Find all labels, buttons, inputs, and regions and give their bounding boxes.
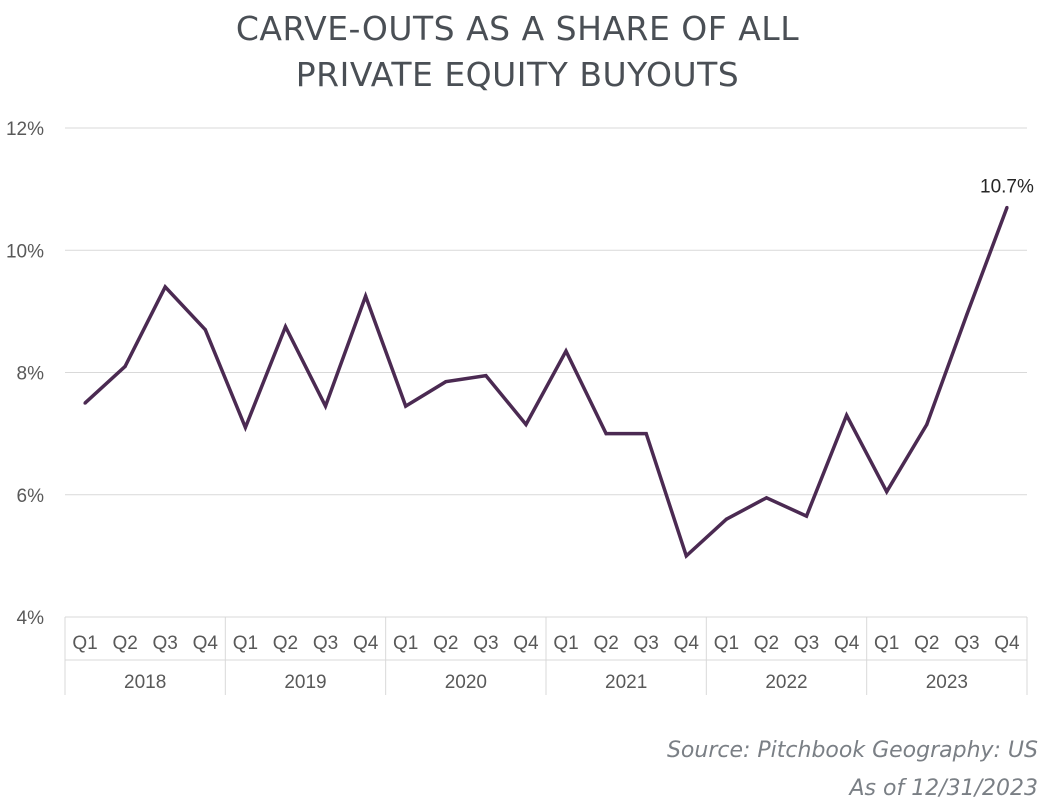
x-tick-label: Q4 <box>834 633 860 654</box>
x-tick-label: Q2 <box>593 633 618 654</box>
data-point <box>323 404 328 408</box>
chart-title: CARVE-OUTS AS A SHARE OF ALL PRIVATE EQU… <box>0 6 1035 98</box>
x-group-label: 2019 <box>284 672 326 693</box>
data-point <box>724 517 728 521</box>
data-point <box>804 514 809 518</box>
y-tick-label: 4% <box>17 608 45 629</box>
y-tick-label: 8% <box>17 364 45 385</box>
x-tick-label: Q2 <box>112 633 137 654</box>
x-tick-label: Q1 <box>72 633 97 654</box>
line-chart: 4% 6% 8% 10% 12% Q1 Q2 Q3 Q4 Q1 Q2 Q3 Q4 Q1 Q2 Q3 Q4 Q1 Q2… <box>6 119 1034 695</box>
x-tick-label: Q1 <box>714 633 739 654</box>
y-tick-label: 12% <box>6 119 44 140</box>
source-line: Source: Pitchbook Geography: US <box>666 738 1038 763</box>
x-group-label: 2023 <box>926 672 968 693</box>
x-group-label: 2022 <box>765 672 807 693</box>
x-tick-label: Q2 <box>914 633 939 654</box>
data-point <box>644 432 648 436</box>
chart-title-line-2: PRIVATE EQUITY BUYOUTS <box>295 55 740 94</box>
x-tick-label: Q1 <box>553 633 578 654</box>
data-point <box>364 294 368 298</box>
x-tick-label: Q4 <box>994 633 1020 654</box>
x-tick-label: Q2 <box>754 633 779 654</box>
data-point <box>203 328 207 332</box>
as-of-date: As of 12/31/2023 <box>849 776 1038 801</box>
data-point <box>404 404 408 408</box>
data-point <box>885 490 889 494</box>
x-tick-label: Q1 <box>393 633 418 654</box>
data-point <box>925 422 929 427</box>
y-tick-label: 10% <box>6 241 44 262</box>
data-point <box>283 325 288 329</box>
data-point <box>83 401 87 405</box>
x-tick-label: Q3 <box>153 633 178 654</box>
x-tick-label: Q4 <box>193 633 219 654</box>
x-tick-label: Q4 <box>513 633 539 654</box>
data-point <box>123 364 127 368</box>
data-label: 10.7% <box>980 176 1034 197</box>
data-point <box>243 425 247 430</box>
x-tick-label: Q4 <box>674 633 700 654</box>
x-tick-label: Q3 <box>313 633 338 654</box>
data-point <box>524 422 528 427</box>
x-tick-label: Q3 <box>954 633 979 654</box>
x-group-label: 2020 <box>445 672 487 693</box>
data-point <box>764 496 769 500</box>
x-tick-label: Q1 <box>874 633 899 654</box>
x-tick-label: Q3 <box>634 633 659 654</box>
chart-title-line-1: CARVE-OUTS AS A SHARE OF ALL <box>235 9 800 48</box>
data-point <box>604 432 608 436</box>
data-point <box>163 285 167 289</box>
y-tick-label: 6% <box>17 486 45 507</box>
x-tick-label: Q2 <box>433 633 458 654</box>
data-point <box>965 312 969 317</box>
x-group-label: 2021 <box>605 672 647 693</box>
data-point <box>845 413 849 417</box>
x-tick-label: Q4 <box>353 633 379 654</box>
data-point <box>484 373 488 378</box>
data-point <box>444 380 448 384</box>
x-group-label: 2018 <box>124 672 166 693</box>
x-tick-label: Q3 <box>473 633 498 654</box>
data-point <box>564 349 568 353</box>
x-tick-label: Q1 <box>233 633 258 654</box>
source-note: Source: Pitchbook Geography: US As of 12… <box>667 732 1038 808</box>
series-line <box>83 206 1009 560</box>
data-point <box>684 554 688 558</box>
x-tick-label: Q2 <box>273 633 298 654</box>
x-tick-label: Q3 <box>794 633 819 654</box>
data-point <box>1005 205 1009 210</box>
